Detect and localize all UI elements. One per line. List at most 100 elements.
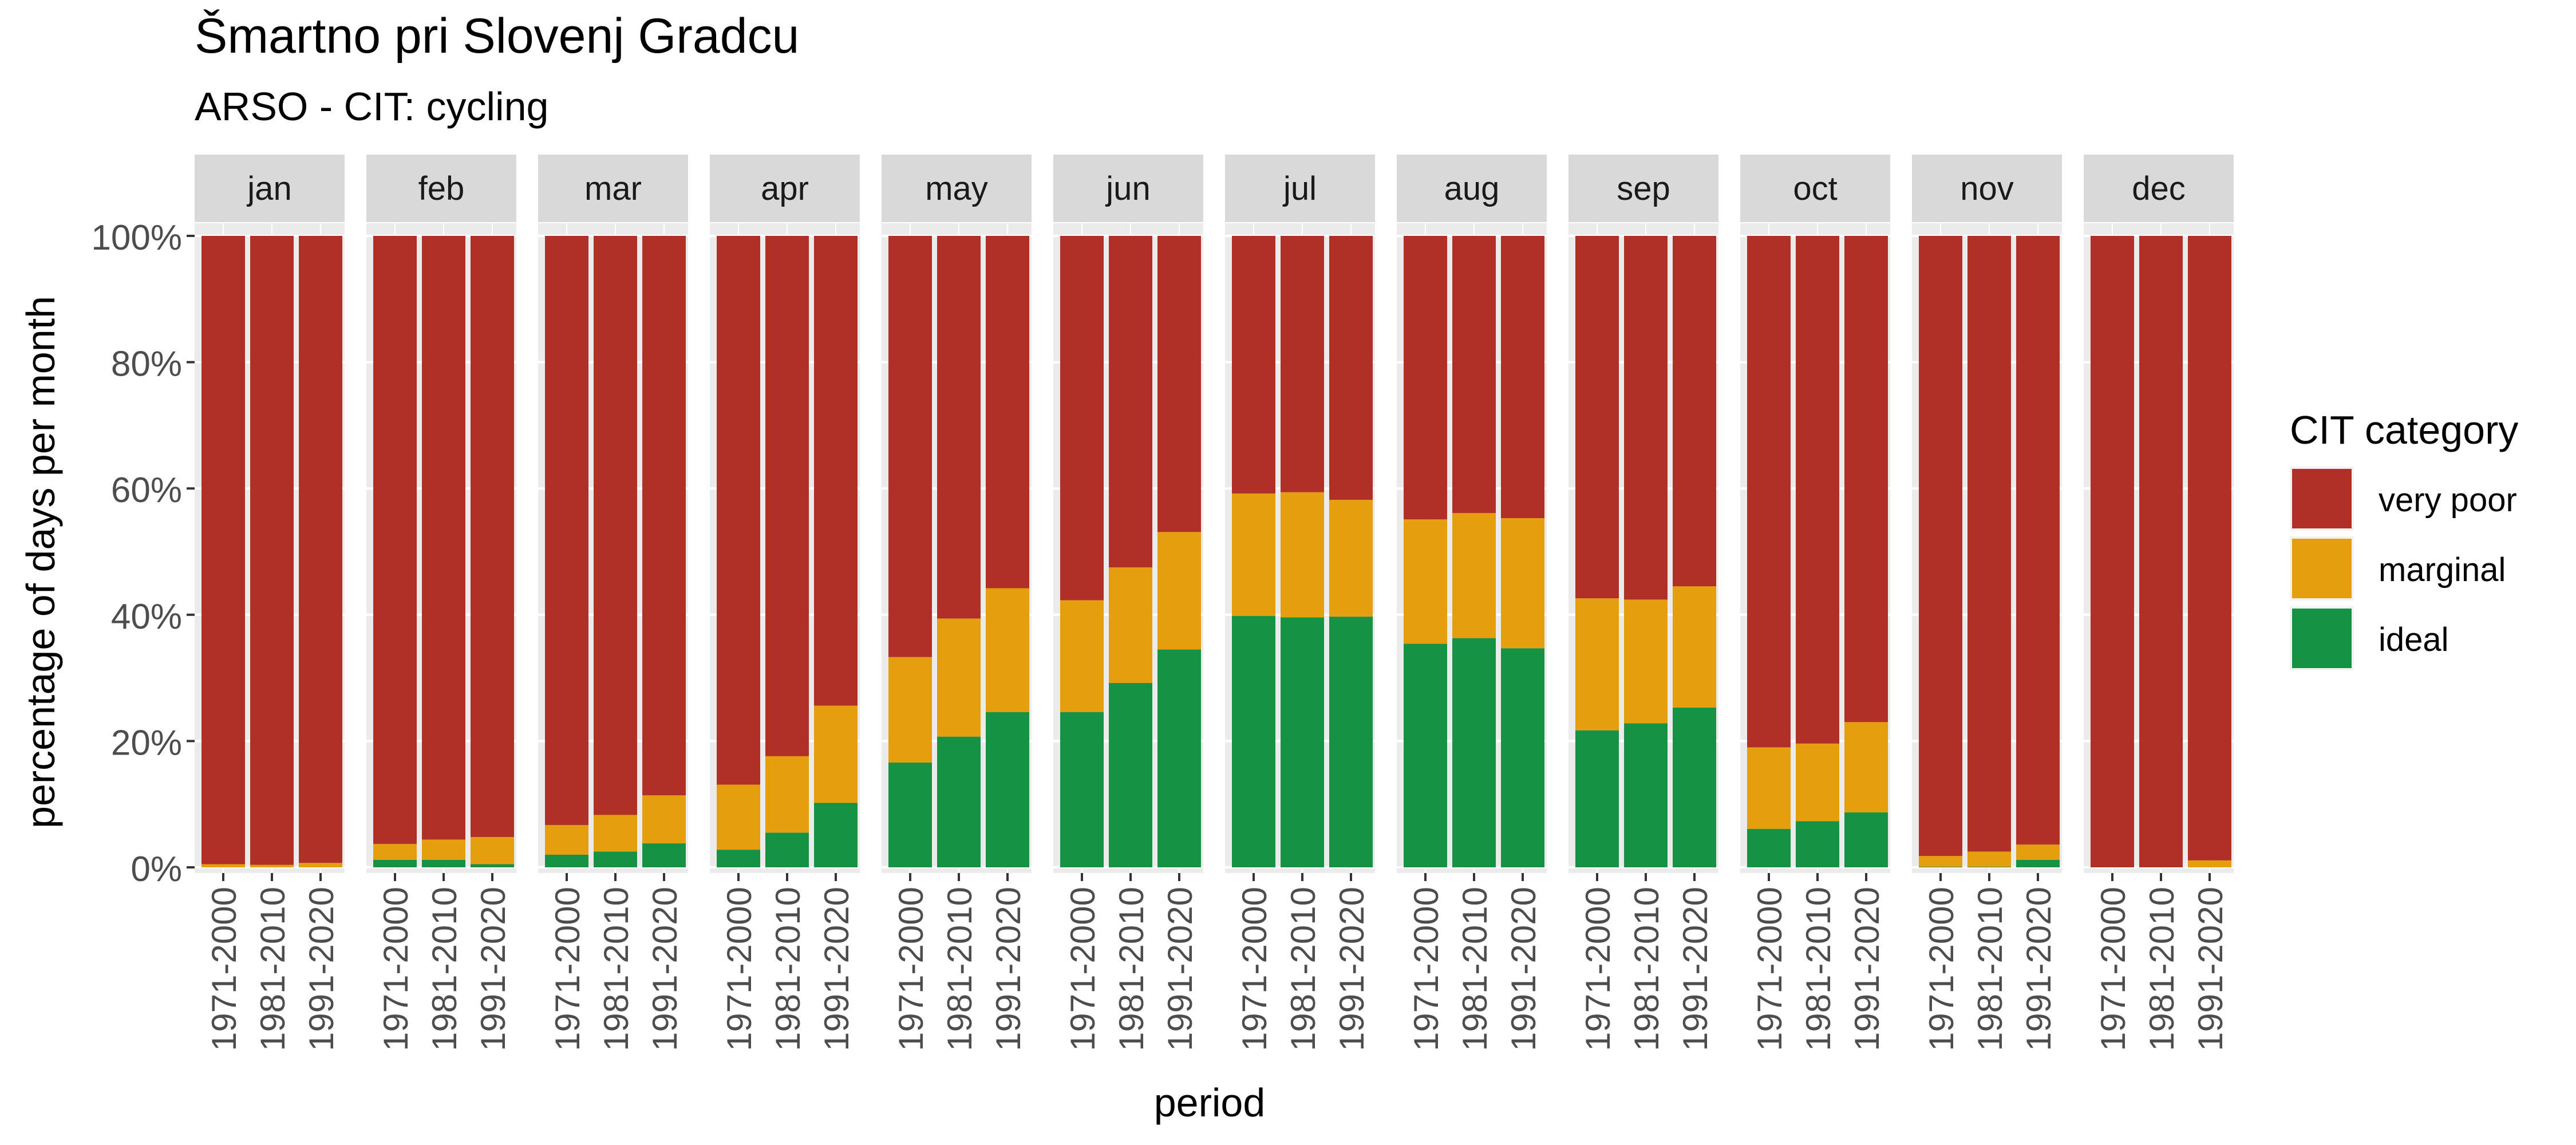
bar-very-poor-apr-1 <box>765 236 809 756</box>
y-tick-label: 40% <box>111 597 182 637</box>
bar-very-poor-dec-0 <box>2091 236 2134 867</box>
bar-ideal-aug-1 <box>1452 638 1496 867</box>
facet-strip-label: feb <box>418 170 465 207</box>
bar-ideal-jun-0 <box>1060 712 1104 867</box>
bar-ideal-mar-2 <box>642 843 686 867</box>
bar-marginal-jul-0 <box>1232 493 1275 617</box>
bar-marginal-apr-2 <box>814 705 858 803</box>
bar-marginal-dec-2 <box>2188 860 2231 867</box>
bar-ideal-sep-1 <box>1624 723 1668 867</box>
x-tick-label: 1991-2020 <box>646 887 684 1051</box>
bar-marginal-aug-0 <box>1404 519 1447 644</box>
bar-marginal-oct-2 <box>1844 722 1888 813</box>
x-tick-label: 1981-2010 <box>941 887 979 1051</box>
bar-very-poor-may-0 <box>888 236 932 657</box>
bar-ideal-may-1 <box>937 736 981 867</box>
chart-subtitle: ARSO - CIT: cycling <box>195 84 548 129</box>
facet-strip-label: jan <box>246 170 291 207</box>
bar-very-poor-jan-1 <box>250 236 294 865</box>
y-axis: 0% 20% 40% 60% 80% 100% <box>91 218 195 889</box>
bar-very-poor-feb-2 <box>471 236 514 838</box>
bar-very-poor-mar-1 <box>594 236 637 815</box>
x-axis-title: period <box>1154 1080 1266 1125</box>
bar-very-poor-nov-0 <box>1919 236 1962 856</box>
x-tick-label: 1981-2010 <box>1456 887 1494 1051</box>
x-tick-label: 1991-2020 <box>1333 887 1371 1051</box>
facet-strip-label: dec <box>2132 170 2186 207</box>
legend-label: very poor <box>2379 481 2517 519</box>
facet-dec: dec 1971-2000 1981-2010 1991-2020 <box>2084 155 2234 1051</box>
x-tick-label: 1971-2000 <box>892 887 930 1051</box>
bar-marginal-feb-2 <box>471 837 514 864</box>
facet-strip-label: oct <box>1793 170 1837 207</box>
bar-very-poor-sep-0 <box>1575 236 1619 599</box>
facet-feb: feb 1971-2000 1981-2010 1991-2020 <box>366 155 516 1051</box>
bar-ideal-apr-1 <box>765 832 809 867</box>
facet-aug: aug 1971-2000 1981-2010 1991-2020 <box>1397 155 1547 1051</box>
facet-oct: oct 1971-2000 1981-2010 1991-2020 <box>1740 155 1890 1051</box>
bar-marginal-may-1 <box>937 618 981 737</box>
bar-very-poor-jan-2 <box>299 236 342 863</box>
facet-strip <box>882 155 1032 222</box>
bar-very-poor-dec-1 <box>2139 236 2183 867</box>
bar-marginal-mar-2 <box>642 795 686 844</box>
bar-marginal-jun-0 <box>1060 600 1104 712</box>
x-tick-label: 1981-2010 <box>425 887 464 1051</box>
y-tick-label: 100% <box>91 218 182 258</box>
bar-ideal-may-0 <box>888 762 932 867</box>
bar-marginal-sep-1 <box>1624 599 1668 724</box>
bar-ideal-jul-2 <box>1329 617 1373 867</box>
bar-marginal-jan-2 <box>299 863 342 867</box>
legend-label: marginal <box>2379 551 2506 589</box>
facet-may: may 1971-2000 1981-2010 1991-2020 <box>882 155 1032 1051</box>
facet-strip <box>1397 155 1547 222</box>
x-tick-label: 1971-2000 <box>377 887 415 1051</box>
bar-ideal-sep-0 <box>1575 730 1619 867</box>
x-tick-label: 1991-2020 <box>2191 887 2230 1051</box>
bar-ideal-jun-2 <box>1157 649 1201 867</box>
chart-title: Šmartno pri Slovenj Gradcu <box>195 9 799 64</box>
facet-strip-label: aug <box>1444 170 1500 207</box>
facet-strip <box>2084 155 2234 222</box>
x-tick-label: 1981-2010 <box>1799 887 1838 1051</box>
bar-very-poor-feb-0 <box>373 236 417 844</box>
bar-very-poor-jun-2 <box>1157 236 1201 532</box>
y-axis-title: percentage of days per month <box>18 296 63 828</box>
bar-very-poor-apr-2 <box>814 236 858 706</box>
bar-ideal-mar-1 <box>594 851 637 867</box>
x-tick-label: 1981-2010 <box>1971 887 2009 1051</box>
bar-very-poor-nov-2 <box>2016 236 2060 845</box>
bar-very-poor-jul-1 <box>1281 236 1324 492</box>
bar-ideal-apr-2 <box>814 803 858 867</box>
facet-strip-label: sep <box>1617 170 1670 207</box>
bar-very-poor-nov-1 <box>1967 236 2011 852</box>
bar-very-poor-jun-1 <box>1109 236 1152 568</box>
bar-very-poor-jun-0 <box>1060 236 1104 601</box>
facet-panels: jan 1971-2000 1981-2010 1991-2020 feb 1971-20… <box>195 155 2234 1051</box>
facet-mar: mar 1971-2000 1981-2010 1991-2020 <box>538 155 688 1051</box>
facet-strip <box>710 155 860 222</box>
bar-marginal-oct-0 <box>1747 747 1791 829</box>
x-tick-label: 1991-2020 <box>1504 887 1543 1051</box>
x-tick-label: 1981-2010 <box>597 887 635 1051</box>
x-tick-label: 1981-2010 <box>2143 887 2181 1051</box>
bar-very-poor-feb-1 <box>422 236 465 840</box>
bar-ideal-aug-0 <box>1404 643 1447 867</box>
bar-marginal-aug-2 <box>1501 518 1544 649</box>
bar-ideal-jul-1 <box>1281 617 1324 867</box>
facet-strip-label: apr <box>761 170 809 207</box>
bar-very-poor-aug-0 <box>1404 236 1447 520</box>
x-tick-label: 1981-2010 <box>254 887 292 1051</box>
facet-strip <box>195 155 345 222</box>
facet-jul: jul 1971-2000 1981-2010 1991-2020 <box>1225 155 1375 1051</box>
bar-marginal-jul-1 <box>1281 492 1324 618</box>
bar-very-poor-sep-2 <box>1673 236 1716 587</box>
bar-very-poor-aug-2 <box>1501 236 1544 519</box>
facet-strip <box>1568 155 1718 222</box>
bar-marginal-may-2 <box>986 588 1029 712</box>
bar-ideal-jul-0 <box>1232 616 1275 867</box>
facet-strip-label: may <box>925 170 988 207</box>
y-tick-label: 60% <box>111 471 182 510</box>
x-tick-label: 1991-2020 <box>1161 887 1199 1051</box>
legend-swatch-ideal <box>2292 609 2352 668</box>
